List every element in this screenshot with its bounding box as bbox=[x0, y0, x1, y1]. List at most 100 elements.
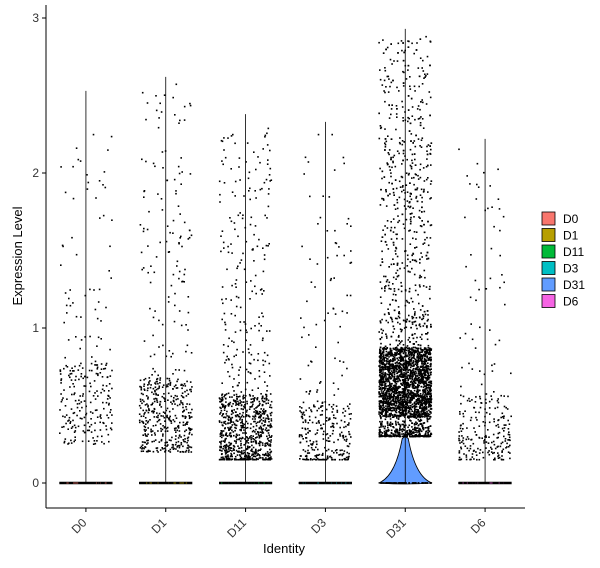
data-point bbox=[388, 313, 390, 315]
data-point bbox=[257, 405, 259, 407]
data-point bbox=[343, 421, 346, 423]
data-point bbox=[388, 381, 391, 384]
data-point bbox=[333, 416, 335, 419]
data-point bbox=[405, 431, 407, 434]
data-point bbox=[191, 433, 193, 436]
data-point bbox=[401, 262, 404, 264]
data-point bbox=[381, 250, 383, 253]
data-point bbox=[418, 216, 420, 218]
data-point bbox=[246, 436, 248, 439]
data-point bbox=[390, 263, 393, 266]
data-point bbox=[416, 392, 418, 395]
data-point bbox=[381, 177, 383, 180]
data-point bbox=[69, 373, 72, 375]
data-point bbox=[108, 404, 110, 406]
data-point bbox=[426, 384, 429, 386]
data-point bbox=[390, 108, 393, 110]
data-point bbox=[173, 397, 175, 399]
data-point bbox=[255, 441, 257, 444]
data-point bbox=[261, 422, 263, 425]
data-point bbox=[171, 403, 173, 405]
data-point bbox=[237, 374, 240, 376]
data-point bbox=[86, 482, 88, 484]
data-point bbox=[394, 358, 396, 360]
data-point bbox=[397, 377, 400, 379]
data-point bbox=[424, 313, 427, 316]
data-point bbox=[413, 231, 416, 233]
data-point bbox=[183, 383, 186, 385]
data-point bbox=[86, 188, 89, 190]
data-point bbox=[400, 406, 403, 409]
data-point bbox=[181, 245, 183, 248]
data-point bbox=[181, 392, 184, 394]
data-point bbox=[311, 421, 314, 424]
data-point bbox=[426, 55, 429, 58]
data-point bbox=[153, 398, 155, 400]
data-point bbox=[409, 362, 411, 364]
data-point bbox=[412, 387, 414, 389]
data-point bbox=[227, 371, 229, 373]
data-point bbox=[264, 134, 267, 137]
data-point bbox=[251, 405, 254, 407]
data-point bbox=[405, 405, 408, 408]
data-point bbox=[180, 394, 183, 397]
data-point bbox=[176, 395, 178, 398]
data-point bbox=[228, 415, 230, 418]
data-point bbox=[151, 430, 154, 432]
data-point bbox=[73, 411, 76, 414]
data-point bbox=[398, 378, 401, 381]
data-point bbox=[244, 403, 246, 406]
data-point bbox=[269, 424, 271, 427]
data-point bbox=[421, 351, 424, 353]
data-point bbox=[417, 354, 420, 357]
data-point bbox=[256, 454, 258, 457]
data-point bbox=[411, 386, 414, 388]
data-point bbox=[427, 413, 430, 415]
data-point bbox=[384, 146, 387, 148]
data-point bbox=[140, 392, 143, 395]
data-point bbox=[139, 379, 142, 382]
data-point bbox=[61, 244, 64, 247]
data-point bbox=[228, 375, 231, 378]
data-point bbox=[177, 437, 180, 439]
data-point bbox=[262, 337, 264, 340]
data-point bbox=[402, 373, 405, 376]
data-point bbox=[184, 451, 187, 453]
data-point bbox=[424, 427, 427, 429]
data-point bbox=[399, 415, 401, 418]
data-point bbox=[105, 362, 108, 365]
data-point bbox=[301, 482, 303, 484]
data-point bbox=[182, 411, 184, 413]
data-point bbox=[386, 404, 389, 406]
data-point bbox=[269, 454, 271, 456]
data-point bbox=[244, 431, 246, 434]
data-point bbox=[232, 412, 234, 414]
data-point bbox=[157, 193, 159, 195]
data-point bbox=[428, 413, 431, 416]
data-point bbox=[392, 371, 395, 373]
data-point bbox=[224, 453, 227, 455]
data-point bbox=[407, 394, 410, 397]
data-point bbox=[418, 353, 421, 355]
data-point bbox=[79, 417, 82, 420]
data-point bbox=[155, 109, 158, 112]
data-point bbox=[325, 458, 328, 461]
data-point bbox=[403, 434, 406, 436]
data-point bbox=[411, 177, 413, 179]
data-point bbox=[188, 431, 191, 434]
data-point bbox=[414, 370, 417, 373]
data-point bbox=[218, 458, 221, 461]
data-point bbox=[429, 297, 431, 300]
data-point bbox=[415, 197, 417, 199]
data-point bbox=[166, 179, 168, 182]
data-point bbox=[256, 398, 258, 400]
data-point bbox=[391, 406, 394, 409]
data-point bbox=[174, 292, 176, 295]
data-point bbox=[379, 281, 382, 283]
data-point bbox=[185, 449, 188, 452]
data-point bbox=[390, 226, 393, 229]
data-point bbox=[406, 390, 409, 392]
data-point bbox=[163, 416, 166, 419]
data-point bbox=[232, 133, 234, 136]
data-point bbox=[316, 457, 319, 460]
